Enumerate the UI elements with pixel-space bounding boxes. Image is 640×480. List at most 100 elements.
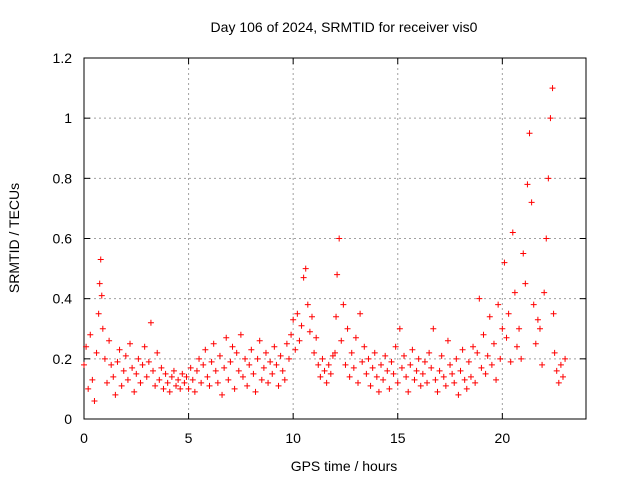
data-point [562,355,569,362]
data-point [453,355,460,362]
data-point [183,373,190,380]
data-point [474,349,481,356]
x-tick-label: 15 [390,430,406,446]
data-point [127,340,134,347]
y-tick-label: 1 [64,110,72,126]
data-point [545,175,552,182]
data-point [308,313,315,320]
data-point [338,337,345,344]
data-point [555,379,562,386]
data-point [459,346,466,353]
data-point [112,391,119,398]
x-tick-label: 0 [80,430,88,446]
data-point [150,367,157,374]
data-point [81,361,87,368]
data-point [277,352,284,359]
data-points [81,85,569,404]
data-point [518,355,525,362]
data-point [116,346,123,353]
axis-ticks [83,57,586,420]
data-point [342,361,349,368]
data-point [254,355,261,362]
data-point [319,355,326,362]
data-point [99,325,106,332]
data-point [262,349,269,356]
data-point [275,382,282,389]
data-point [98,292,105,299]
data-point [191,388,198,395]
data-point [108,361,115,368]
data-point [91,397,98,404]
data-point [507,358,514,365]
data-point [467,373,474,380]
data-point [530,301,537,308]
data-point [536,325,543,332]
grid-lines [84,58,586,419]
data-point [401,352,408,359]
data-point [292,346,299,353]
data-point [557,361,564,368]
data-point [327,370,334,377]
data-point [528,199,535,206]
data-point [143,373,150,380]
data-point [160,385,167,392]
data-point [440,373,447,380]
data-point [271,343,278,350]
data-point [118,382,125,389]
data-point [403,373,410,380]
data-point [89,376,96,383]
data-point [208,358,215,365]
data-point [252,388,259,395]
data-point [260,364,267,371]
data-point [258,376,265,383]
data-point [511,289,518,296]
data-point [210,340,217,347]
data-point [497,355,504,362]
data-point [290,316,297,323]
x-tick-labels: 0 5 10 15 20 [80,430,510,446]
data-point [256,337,263,344]
data-point [355,379,362,386]
data-point [367,382,374,389]
data-point [369,364,376,371]
data-point [380,376,387,383]
data-point [350,364,357,371]
data-point [407,361,414,368]
data-point [463,385,470,392]
data-point [231,385,238,392]
data-point [137,379,144,386]
data-point [87,331,94,338]
data-point [352,334,359,341]
data-point [419,370,426,377]
data-point [302,265,309,272]
data-point [336,235,343,242]
data-point [478,364,485,371]
data-point [269,370,276,377]
data-point [532,340,539,347]
data-point [267,358,274,365]
data-point [221,364,228,371]
data-point [323,379,330,386]
data-point [214,379,221,386]
data-point [547,115,554,122]
data-point [298,322,305,329]
y-tick-label: 0.2 [53,351,73,367]
data-point [152,382,159,389]
data-point [409,346,416,353]
data-point [104,379,111,386]
y-tick-label: 0.6 [53,231,73,247]
data-point [265,379,272,386]
data-point [333,313,340,320]
data-point [447,361,454,368]
y-tick-label: 0.4 [53,291,73,307]
data-point [219,391,226,398]
data-point [313,334,320,341]
data-point [212,367,219,374]
data-point [229,343,236,350]
data-point [317,373,324,380]
data-point [237,331,244,338]
data-point [550,310,557,317]
data-point [457,367,464,374]
data-point [281,376,288,383]
